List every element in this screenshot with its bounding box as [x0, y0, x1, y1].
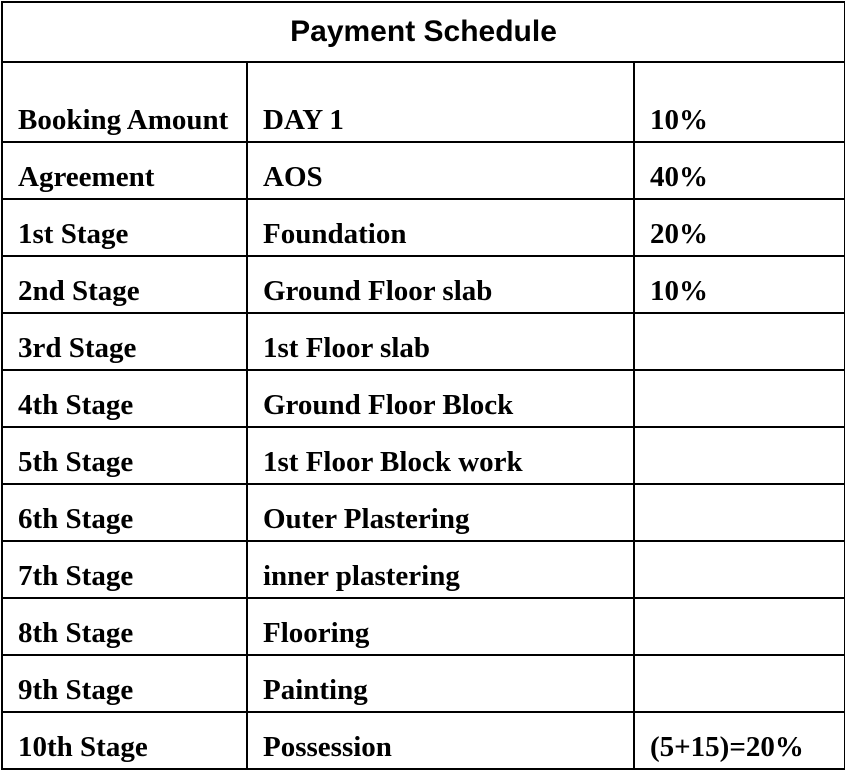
table-row: 3rd Stage 1st Floor slab [1, 312, 845, 371]
milestone-cell: Foundation [246, 198, 635, 257]
percent-cell: (5+15)=20% [632, 711, 845, 770]
table-row: 9th Stage Painting [1, 654, 845, 713]
stage-cell: 6th Stage [1, 483, 248, 542]
percent-cell: 40% [632, 141, 845, 200]
stage-cell: Agreement [1, 141, 248, 200]
table-row: 2nd Stage Ground Floor slab 10% [1, 255, 845, 314]
milestone-cell: Ground Floor Block [246, 369, 635, 428]
table-row: 5th Stage 1st Floor Block work [1, 426, 845, 485]
percent-cell [632, 483, 845, 542]
percent-cell: 10% [632, 255, 845, 314]
stage-cell: 3rd Stage [1, 312, 248, 371]
table-title: Payment Schedule [0, 1, 845, 63]
table-row: Agreement AOS 40% [1, 141, 845, 200]
stage-cell: Booking Amount [1, 61, 248, 143]
milestone-cell: Flooring [246, 597, 635, 656]
milestone-cell: 1st Floor Block work [246, 426, 635, 485]
stage-cell: 7th Stage [1, 540, 248, 599]
table-row: Booking Amount DAY 1 10% [1, 61, 845, 143]
percent-cell [632, 426, 845, 485]
table-row: 10th Stage Possession (5+15)=20% [1, 711, 845, 770]
stage-cell: 9th Stage [1, 654, 248, 713]
milestone-cell: Possession [246, 711, 635, 770]
stage-cell: 5th Stage [1, 426, 248, 485]
milestone-cell: 1st Floor slab [246, 312, 635, 371]
percent-cell [632, 654, 845, 713]
stage-cell: 4th Stage [1, 369, 248, 428]
percent-cell [632, 369, 845, 428]
stage-cell: 1st Stage [1, 198, 248, 257]
milestone-cell: inner plastering [246, 540, 635, 599]
table-row: 7th Stage inner plastering [1, 540, 845, 599]
table-row: 6th Stage Outer Plastering [1, 483, 845, 542]
stage-cell: 8th Stage [1, 597, 248, 656]
table-row: 4th Stage Ground Floor Block [1, 369, 845, 428]
stage-cell: 2nd Stage [1, 255, 248, 314]
milestone-cell: DAY 1 [246, 61, 635, 143]
milestone-cell: Ground Floor slab [246, 255, 635, 314]
percent-cell [632, 312, 845, 371]
percent-cell: 10% [632, 61, 845, 143]
percent-cell [632, 597, 845, 656]
percent-cell: 20% [632, 198, 845, 257]
table-row: 8th Stage Flooring [1, 597, 845, 656]
table-body: Booking Amount DAY 1 10% Agreement AOS 40% 1st… [1, 61, 845, 770]
table-row: 1st Stage Foundation 20% [1, 198, 845, 257]
milestone-cell: AOS [246, 141, 635, 200]
stage-cell: 10th Stage [1, 711, 248, 770]
percent-cell [632, 540, 845, 599]
milestone-cell: Painting [246, 654, 635, 713]
milestone-cell: Outer Plastering [246, 483, 635, 542]
